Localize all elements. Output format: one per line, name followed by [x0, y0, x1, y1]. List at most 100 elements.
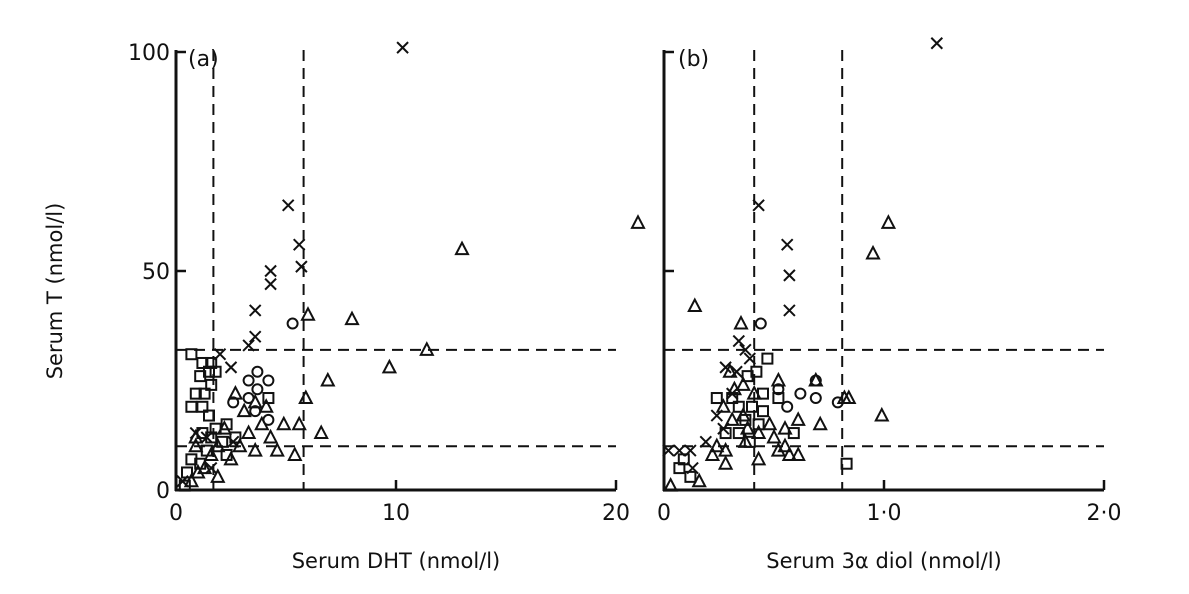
panel-b-point-square-12 — [743, 435, 756, 448]
panel-b-point-circle-4 — [831, 396, 844, 409]
panel-a-point-triangle-22 — [188, 428, 204, 444]
panel-b-point-square-14 — [840, 457, 853, 470]
panel-b-point-triangle-2 — [687, 297, 703, 313]
panel-a-point-square-13 — [220, 418, 233, 431]
panel-a-point-cross-8 — [242, 339, 255, 352]
panel-b-point-cross-1 — [752, 199, 765, 212]
panel-b-point-cross-13 — [699, 435, 713, 449]
panel-b-point-cross-8 — [719, 361, 732, 374]
panel-a-point-cross-5 — [264, 277, 277, 291]
panel-b-point-circle-3 — [794, 387, 807, 400]
panel-a-y-tick-label-0: 0 — [156, 479, 170, 504]
panel-b-point-triangle-32 — [704, 446, 721, 461]
panel-b-point-square-0 — [761, 352, 774, 365]
panel-a-point-square-4 — [203, 365, 215, 378]
panel-b-point-triangle-33 — [662, 476, 679, 492]
panel-b-point-square-2 — [741, 370, 754, 383]
panel-a-point-triangle-18 — [203, 446, 219, 461]
panel-a-point-triangle-11 — [258, 398, 274, 413]
panel-b-point-circle-6 — [781, 400, 794, 413]
panel-b-point-triangle-4 — [722, 363, 738, 378]
panel-b-point-square-8 — [739, 413, 752, 426]
panel-a-point-square-0 — [185, 348, 198, 361]
panel-a-point-square-16 — [216, 435, 229, 448]
panel-a-point-square-21 — [220, 448, 233, 461]
panel-b-point-circle-5 — [772, 383, 785, 396]
panel-a-point-cross-1 — [281, 199, 295, 212]
panel-b-point-square-19 — [772, 392, 785, 405]
panel-b-point-cross-0 — [930, 37, 944, 50]
panel-b-point-triangle-9 — [812, 415, 828, 431]
panel-a-point-cross-6 — [248, 304, 262, 317]
panel-a-point-square-5 — [209, 365, 222, 378]
panel-a-point-triangle-25 — [269, 441, 285, 457]
panel-b-point-triangle-10 — [874, 406, 890, 422]
panel-a-point-triangle-9 — [276, 415, 292, 431]
panel-b-point-triangle-8 — [841, 389, 857, 405]
panel-b-point-triangle-17 — [770, 441, 787, 457]
panel-b-point-square-16 — [684, 470, 697, 483]
panel-b-point-triangle-16 — [766, 428, 782, 444]
panel-a-point-square-6 — [205, 378, 218, 391]
panel-a-point-triangle-19 — [196, 459, 213, 475]
panel-a-point-triangle-0 — [630, 214, 646, 229]
panel-a-point-triangle-15 — [232, 437, 248, 453]
panel-b-point-triangle-0 — [880, 214, 897, 229]
panel-b-point-triangle-5 — [770, 371, 787, 387]
panel-b-point-cross-3 — [783, 269, 796, 282]
panel-a-point-triangle-10 — [313, 424, 329, 440]
panel-a-y-axis-label: Serum T (nmol/l) — [43, 203, 67, 380]
panel-a-point-circle-6 — [242, 392, 255, 405]
panel-a-point-square-11 — [203, 409, 215, 422]
panel-b-label: (b) — [678, 47, 709, 72]
panel-a-point-square-22 — [229, 431, 242, 444]
panel-a-x-axis-label: Serum DHT (nmol/l) — [292, 549, 501, 573]
panel-a-point-triangle-16 — [223, 450, 239, 466]
panel-a-point-triangle-14 — [240, 424, 257, 440]
panel-a-point-cross-10 — [224, 361, 238, 374]
panel-a-point-circle-0 — [286, 317, 299, 330]
panel-b-point-square-6 — [746, 400, 758, 413]
panel-a-point-circle-2 — [262, 374, 275, 387]
panel-b-point-square-17 — [677, 453, 690, 466]
panel-a-point-cross-0 — [396, 41, 409, 54]
panel-b-x-axis-label: Serum 3α diol (nmol/l) — [766, 549, 1001, 573]
panel-a-point-circle-5 — [227, 396, 240, 409]
panel-b-point-square-11 — [732, 427, 745, 440]
panel-b-point-circle-2 — [809, 392, 822, 405]
panel-b-point-triangle-23 — [717, 455, 734, 470]
panel-a-point-cross-7 — [248, 330, 262, 343]
panel-a-point-square-24 — [178, 479, 191, 492]
panel-b-x-tick-label-1: 1·0 — [867, 501, 902, 526]
panel-b-point-triangle-30 — [715, 398, 732, 413]
panel-a-point-square-10 — [196, 400, 209, 413]
panel-a-point-triangle-24 — [247, 441, 263, 457]
panel-a-point-triangle-17 — [210, 437, 226, 453]
panel-a-point-circle-1 — [251, 365, 264, 378]
panel-a-point-triangle-4 — [419, 341, 435, 356]
panel-a-point-triangle-29 — [210, 468, 226, 483]
panel-b-point-square-4 — [710, 392, 723, 405]
panel-b-point-cross-16 — [662, 444, 675, 457]
panel-a-point-circle-7 — [249, 405, 262, 418]
panel-a-point-cross-3 — [264, 264, 277, 278]
panel-b-point-cross-2 — [780, 238, 794, 251]
panel-a-point-triangle-28 — [236, 402, 252, 418]
panel-a-point-triangle-23 — [262, 428, 279, 444]
panel-a-label: (a) — [188, 47, 219, 72]
panel-a-point-square-1 — [196, 356, 209, 369]
panel-a-point-cross-15 — [204, 461, 218, 475]
panel-a-point-square-19 — [181, 466, 193, 479]
panel-a-x-tick-label-0: 0 — [169, 501, 183, 526]
panel-a-point-square-8 — [198, 387, 211, 400]
panel-b-point-triangle-11 — [724, 411, 740, 426]
panel-a-x-tick-label-2: 20 — [602, 501, 630, 526]
panel-a-point-square-7 — [189, 387, 202, 400]
panel-a-y-tick-label-2: 100 — [128, 41, 170, 66]
panel-a-point-triangle-20 — [190, 463, 206, 479]
panel-b-point-square-3 — [726, 392, 739, 405]
panel-a-point-triangle-1 — [454, 240, 470, 256]
panel-b-point-triangle-18 — [781, 446, 798, 461]
panel-b-x-tick-label-2: 2·0 — [1087, 501, 1122, 526]
panel-a-point-cross-2 — [292, 238, 306, 251]
